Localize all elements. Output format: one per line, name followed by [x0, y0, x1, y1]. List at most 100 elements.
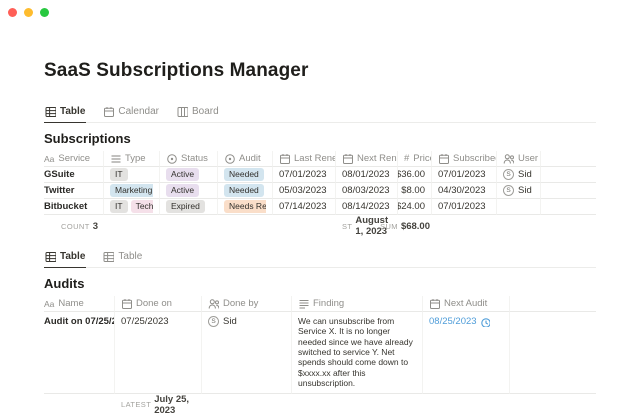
- column-header-subscribed[interactable]: Subscribed: [432, 151, 497, 167]
- cell-audit[interactable]: Needed: [218, 167, 273, 183]
- cell-type[interactable]: IT Tech: [104, 199, 160, 215]
- window-controls: [8, 8, 49, 17]
- cell-user[interactable]: S Sid: [497, 167, 541, 183]
- cell-audit[interactable]: Needed: [218, 183, 273, 199]
- cell-audit[interactable]: Needs Review: [218, 199, 273, 215]
- audits-heading: Audits: [44, 276, 85, 291]
- cell-next-renewal[interactable]: 08/01/2023: [336, 167, 398, 183]
- table-icon: [103, 252, 115, 262]
- column-header-price[interactable]: # Price: [398, 151, 432, 167]
- column-header-status[interactable]: Status: [160, 151, 218, 167]
- cell-next-renewal[interactable]: 08/03/2023: [336, 183, 398, 199]
- column-header-empty[interactable]: [510, 296, 596, 312]
- tab-board[interactable]: Board: [176, 103, 220, 123]
- column-header-service[interactable]: Aa Service: [44, 151, 104, 167]
- cell-price[interactable]: $36.00: [398, 167, 432, 183]
- cell-price[interactable]: $8.00: [398, 183, 432, 199]
- calendar-icon: [104, 106, 115, 117]
- column-header-done-on[interactable]: Done on: [115, 296, 202, 312]
- calendar-icon: [430, 298, 440, 309]
- subscriptions-table: Aa Service Type Status Audit Last Renewa…: [44, 151, 596, 215]
- cell-empty[interactable]: [510, 312, 596, 394]
- column-header-audit[interactable]: Audit: [218, 151, 273, 167]
- zoom-window-button[interactable]: [40, 8, 49, 17]
- cell-service[interactable]: Bitbucket: [44, 199, 104, 215]
- column-header-next-renewal[interactable]: Next Renewal: [336, 151, 398, 167]
- cell-name[interactable]: Audit on 07/25/2023: [44, 312, 115, 394]
- cell-status[interactable]: Active: [160, 183, 218, 199]
- audits-table: Aa Name Done on Done by Finding Next Aud…: [44, 296, 596, 394]
- tab-label: Table: [60, 106, 86, 117]
- calendar-icon: [280, 153, 290, 164]
- page-content: SaaS Subscriptions Manager Table Calenda…: [44, 0, 596, 416]
- calendar-icon: [439, 153, 449, 164]
- tag: IT: [110, 168, 128, 181]
- table-icon: [45, 252, 56, 262]
- subscriptions-heading: Subscriptions: [44, 131, 131, 146]
- column-header-user[interactable]: User: [497, 151, 541, 167]
- status-icon: [225, 154, 235, 164]
- cell-price[interactable]: $24.00: [398, 199, 432, 215]
- cell-type[interactable]: Marketing: [104, 183, 160, 199]
- cell-next-renewal[interactable]: 08/14/2023: [336, 199, 398, 215]
- calendar-icon: [122, 298, 132, 309]
- subscriptions-calc-row: COUNT 3 ST August 1, 2023 SUM $68.00: [44, 215, 596, 237]
- cell-user[interactable]: S Sid: [497, 183, 541, 199]
- cell-empty[interactable]: [541, 183, 596, 199]
- table-icon: [45, 107, 56, 117]
- board-icon: [177, 107, 188, 117]
- cell-service[interactable]: Twitter: [44, 183, 104, 199]
- cell-status[interactable]: Expired: [160, 199, 218, 215]
- column-header-done-by[interactable]: Done by: [202, 296, 292, 312]
- tab-label: Calendar: [118, 106, 159, 117]
- tab-label: Board: [191, 106, 219, 117]
- column-header-name[interactable]: Aa Name: [44, 296, 115, 312]
- tab-table[interactable]: Table: [44, 103, 87, 123]
- close-window-button[interactable]: [8, 8, 17, 17]
- column-header-last-renewal[interactable]: Last Renewal: [273, 151, 336, 167]
- tag: Needs Review: [224, 200, 266, 213]
- cell-type[interactable]: IT: [104, 167, 160, 183]
- column-header-empty[interactable]: [541, 151, 596, 167]
- select-icon: [110, 155, 121, 163]
- tag: Expired: [166, 200, 205, 213]
- people-icon: [503, 154, 514, 164]
- audits-calc-row: LATEST July 25, 2023: [44, 394, 596, 416]
- cell-user[interactable]: [497, 199, 541, 215]
- cell-next-audit[interactable]: 08/25/2023: [423, 312, 510, 394]
- column-header-type[interactable]: Type: [104, 151, 160, 167]
- text-icon: [299, 300, 309, 309]
- cell-empty[interactable]: [541, 199, 596, 215]
- earliest-calc[interactable]: ST August 1, 2023: [342, 215, 389, 237]
- cell-done-on[interactable]: 07/25/2023: [115, 312, 202, 394]
- tag: Marketing: [110, 184, 153, 197]
- subscriptions-view-tabs: Table Calendar Board: [44, 103, 596, 123]
- cell-subscribed[interactable]: 07/01/2023: [432, 167, 497, 183]
- tag: Active: [166, 184, 200, 197]
- tab-table-2[interactable]: Table: [102, 248, 143, 268]
- tab-label: Table: [60, 251, 86, 262]
- cell-finding[interactable]: We can unsubscribe from Service X. It is…: [292, 312, 423, 394]
- status-icon: [167, 154, 177, 164]
- latest-calc[interactable]: LATEST July 25, 2023: [121, 393, 190, 416]
- cell-last-renewal[interactable]: 05/03/2023: [273, 183, 336, 199]
- text-property-icon: Aa: [44, 153, 55, 164]
- cell-last-renewal[interactable]: 07/01/2023: [273, 167, 336, 183]
- minimize-window-button[interactable]: [24, 8, 33, 17]
- column-header-finding[interactable]: Finding: [292, 296, 423, 312]
- cell-subscribed[interactable]: 04/30/2023: [432, 183, 497, 199]
- people-icon: [208, 299, 219, 309]
- cell-subscribed[interactable]: 07/01/2023: [432, 199, 497, 215]
- cell-last-renewal[interactable]: 07/14/2023: [273, 199, 336, 215]
- count-calc[interactable]: COUNT 3: [61, 220, 98, 232]
- column-header-next-audit[interactable]: Next Audit: [423, 296, 510, 312]
- tab-table-active[interactable]: Table: [44, 248, 87, 268]
- cell-service[interactable]: GSuite: [44, 167, 104, 183]
- tab-label: Table: [118, 251, 143, 262]
- cell-empty[interactable]: [541, 167, 596, 183]
- tag: IT: [110, 200, 128, 213]
- cell-done-by[interactable]: S Sid: [202, 312, 292, 394]
- cell-status[interactable]: Active: [160, 167, 218, 183]
- tab-calendar[interactable]: Calendar: [102, 103, 160, 123]
- sum-calc[interactable]: SUM $68.00: [380, 220, 430, 232]
